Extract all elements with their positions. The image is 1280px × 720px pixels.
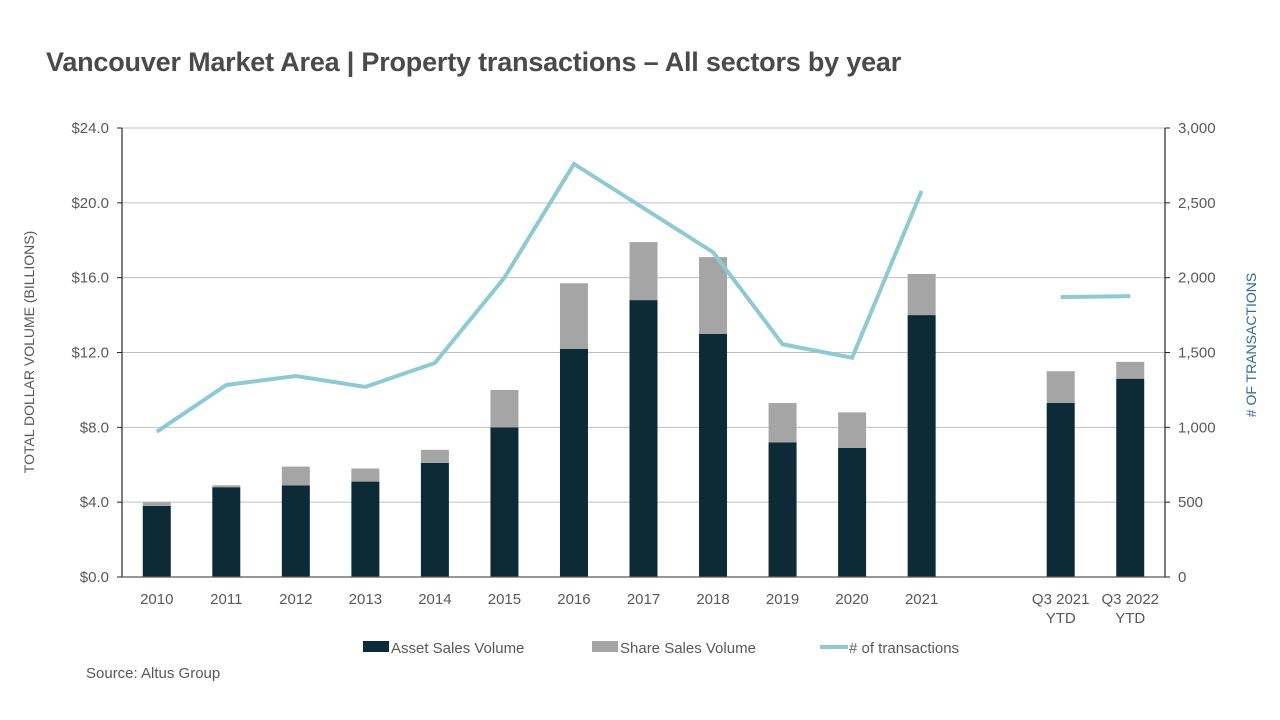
bar-asset-sales <box>420 462 449 577</box>
x-axis-ticks: 2010 2011 2012 2013 2014 2015 2016 2017 2018 2019… <box>140 591 1159 627</box>
x-tick-label: 2018 <box>696 591 729 608</box>
x-tick-label: 2019 <box>766 591 799 608</box>
right-tick-label: 3,000 <box>1178 120 1216 137</box>
x-tick-label: 2010 <box>140 591 173 608</box>
bars <box>142 242 1145 577</box>
x-tick-label: Q3 2022 <box>1101 591 1159 608</box>
legend-transactions: # of transactions <box>820 640 959 657</box>
bar-share-sales <box>838 412 867 448</box>
bar-asset-sales <box>838 447 867 577</box>
x-tick-label: YTD <box>1046 610 1076 627</box>
left-axis-ticks: $0.0 $4.0 $8.0 $12.0 $16.0 $20.0 $24.0 <box>71 120 122 586</box>
chart-title: Vancouver Market Area | Property transac… <box>46 47 902 77</box>
legend-label: Asset Sales Volume <box>391 640 524 657</box>
right-axis-ticks: 0 500 1,000 1,500 2,000 2,500 3,000 <box>1165 120 1216 586</box>
right-tick-label: 0 <box>1178 569 1186 586</box>
bar-asset-sales <box>907 315 936 577</box>
transactions-line <box>1060 294 1131 300</box>
bar-asset-sales <box>490 427 519 577</box>
x-tick-label: 2016 <box>557 591 590 608</box>
bar-asset-sales <box>629 300 658 577</box>
bar-share-sales <box>281 466 310 486</box>
source-note: Source: Altus Group <box>86 665 221 682</box>
bar-share-sales <box>768 403 797 443</box>
left-tick-label: $12.0 <box>71 345 109 362</box>
bar-asset-sales <box>768 442 797 577</box>
bar-share-sales <box>490 389 519 428</box>
bar-asset-sales <box>142 505 171 577</box>
x-tick-label: 2011 <box>210 591 242 608</box>
legend: Asset Sales Volume Share Sales Volume # of… <box>363 640 959 657</box>
bar-asset-sales <box>699 333 728 577</box>
bar-share-sales <box>907 273 936 316</box>
bar-share-sales <box>1116 361 1145 379</box>
x-tick-label: 2014 <box>418 591 451 608</box>
x-tick-label: 2020 <box>835 591 868 608</box>
legend-label: Share Sales Volume <box>620 640 756 657</box>
transactions-line-group <box>155 161 1131 434</box>
right-axis-title: # OF TRANSACTIONS <box>1243 273 1259 417</box>
right-tick-label: 500 <box>1178 494 1203 511</box>
x-tick-label: 2015 <box>488 591 521 608</box>
x-tick-label: 2021 <box>905 591 938 608</box>
bar-asset-sales <box>212 487 241 577</box>
left-tick-label: $24.0 <box>71 120 109 137</box>
left-tick-label: $0.0 <box>80 569 109 586</box>
left-tick-label: $20.0 <box>71 195 109 212</box>
bar-asset-sales <box>1116 378 1145 577</box>
bar-asset-sales <box>281 485 310 577</box>
bar-share-sales <box>699 257 728 334</box>
right-tick-label: 1,500 <box>1178 345 1216 362</box>
legend-swatch <box>592 641 618 652</box>
bar-asset-sales <box>351 481 380 577</box>
x-tick-label: 2013 <box>349 591 382 608</box>
x-tick-label: YTD <box>1115 610 1145 627</box>
x-tick-label: Q3 2021 <box>1032 591 1090 608</box>
right-tick-label: 2,500 <box>1178 195 1216 212</box>
legend-asset-sales: Asset Sales Volume <box>363 640 524 657</box>
legend-share-sales: Share Sales Volume <box>592 640 756 657</box>
bar-share-sales <box>629 242 658 301</box>
bar-share-sales <box>420 449 449 463</box>
left-tick-label: $8.0 <box>80 419 109 436</box>
right-tick-label: 1,000 <box>1178 419 1216 436</box>
bar-share-sales <box>212 485 241 488</box>
left-axis-title: TOTAL DOLLAR VOLUME (BILLIONS) <box>21 231 37 473</box>
bar-asset-sales <box>1046 403 1075 577</box>
legend-label: # of transactions <box>849 640 959 657</box>
bar-share-sales <box>559 283 588 349</box>
legend-swatch <box>363 641 389 652</box>
bar-share-sales <box>142 502 171 506</box>
left-tick-label: $4.0 <box>80 494 109 511</box>
bar-share-sales <box>1046 371 1075 404</box>
left-tick-label: $16.0 <box>71 270 109 287</box>
bar-share-sales <box>351 468 380 482</box>
x-tick-label: 2012 <box>279 591 312 608</box>
transactions-line <box>155 161 924 434</box>
x-tick-label: 2017 <box>627 591 660 608</box>
right-tick-label: 2,000 <box>1178 270 1216 287</box>
bar-asset-sales <box>559 348 588 577</box>
